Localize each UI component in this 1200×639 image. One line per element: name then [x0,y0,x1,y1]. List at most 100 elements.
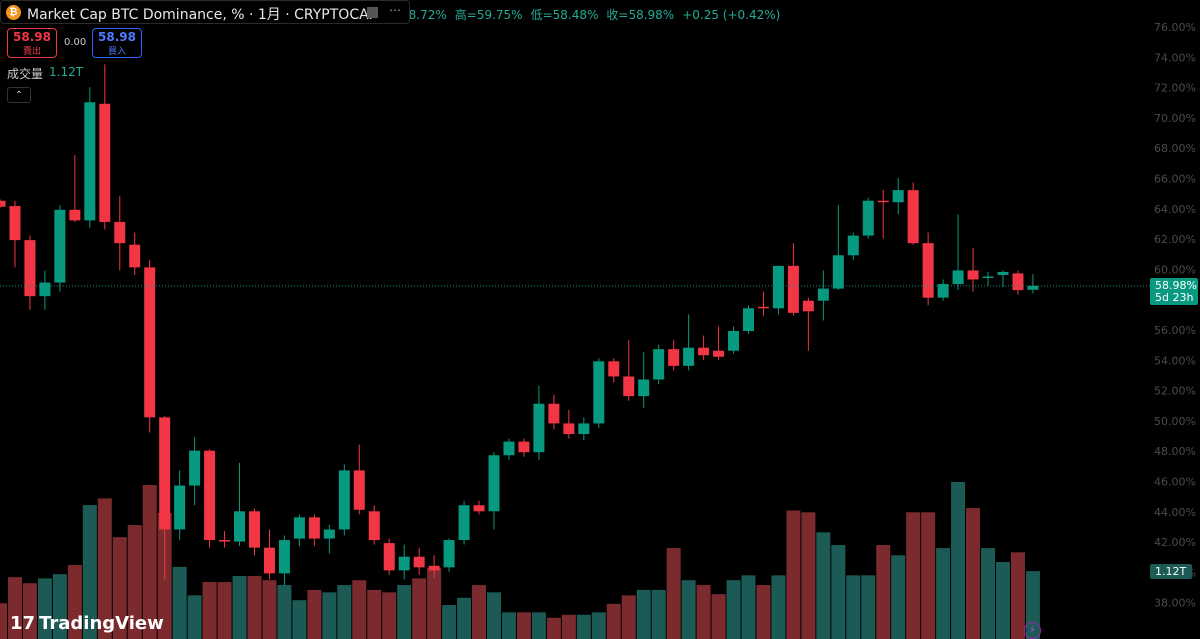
volume-bar [337,585,352,639]
volume-bar [681,580,696,639]
volume-bar [861,575,876,639]
volume-bar [726,580,741,639]
candle-body [967,270,979,280]
volume-bar [217,582,232,639]
volume-bar [97,498,112,639]
volume-bar [397,585,412,639]
candle-body [668,349,680,366]
sell-price: 58.98 [13,30,51,44]
candle-body [159,417,171,530]
candle-body [832,255,844,289]
candle-body [698,347,710,356]
collapse-button[interactable]: ⌃ [7,87,31,103]
candle-body [323,529,335,539]
volume-bar [696,585,711,639]
y-tick-label: 52.00% [1154,385,1196,398]
volume-bar [187,595,202,639]
y-tick-label: 48.00% [1154,445,1196,458]
candle-body [518,441,530,453]
y-tick-label: 44.00% [1154,506,1196,519]
flag-button[interactable] [367,7,378,18]
candle-body [204,450,216,541]
candle-body [293,517,305,539]
candle-body [0,200,6,207]
brand-logo[interactable]: 𝟭𝟳 TradingView [10,613,164,634]
candle-body [443,540,455,568]
ohlc-item: +0.25 (+0.42%) [682,8,781,22]
volume-bar [442,605,457,639]
candle-body [757,306,769,309]
candle-body [713,350,725,357]
volume-bar [966,508,981,639]
y-tick-label: 66.00% [1154,173,1196,186]
volume-bar [531,612,546,639]
volume-bar [921,512,936,639]
sell-label: 賣出 [22,47,41,57]
volume-bar [127,525,142,639]
brand-icon: 𝟭𝟳 [10,613,36,634]
candle-body [234,511,246,542]
volume-bar [951,482,966,639]
volume-bar [52,574,67,639]
bitcoin-icon: ₿ [6,5,21,20]
volume-bar [487,592,502,639]
y-tick-label: 38.00% [1154,597,1196,610]
candle-body [174,485,186,530]
volume-bar [322,592,337,639]
symbol-title: Market Cap BTC Dominance, % · 1月 · CRYPT… [27,7,378,23]
volume-bar [232,575,247,639]
y-tick-label: 42.00% [1154,536,1196,549]
volume-bar [1010,552,1025,639]
volume-bar [591,612,606,639]
candle-body [877,200,889,203]
sell-button[interactable]: 58.98 賣出 [7,28,57,58]
candle-body [189,450,201,486]
y-tick-label: 56.00% [1154,324,1196,337]
ohlc-item: 低=58.48% [530,8,599,22]
last-price-label: 58.98% [1155,279,1197,292]
volume-bar [651,589,666,639]
candle-body [308,517,320,539]
candle-body [263,547,275,574]
volume-bar [292,600,307,639]
ohlc-legend: 58.72% 高=59.75% 低=58.48% 收=58.98% +0.25 (+0.… [401,6,788,23]
volume-bar [82,505,97,639]
candle-body [578,423,590,435]
more-button[interactable]: ⋯ [389,3,401,17]
volume-bar [995,562,1010,639]
volume-bar [636,589,651,639]
candle-body [413,556,425,568]
candle-body [84,102,96,221]
candle-body [488,455,500,512]
candle-body [638,379,650,397]
candle-body [99,103,111,222]
volume-bar [307,589,322,639]
lightning-button[interactable]: ⚡ [1024,622,1041,639]
volume-bar [561,614,576,639]
candle-body [278,540,290,574]
last-price-tag: 58.98% 5d 23h [1150,278,1198,305]
candle-body [772,265,784,309]
y-tick-label: 76.00% [1154,21,1196,34]
volume-bar [472,585,487,639]
volume-bar [382,592,397,639]
candle-body [24,240,36,297]
volume-bar [666,548,681,639]
volume-bar [172,566,187,639]
volume-bar [142,485,157,639]
volume-bar [831,545,846,639]
volume-bar [546,617,561,639]
candle-body [922,243,934,298]
buy-price: 58.98 [98,30,136,44]
candle-body [623,376,635,397]
y-tick-label: 46.00% [1154,476,1196,489]
volume-bar [367,589,382,639]
buy-button[interactable]: 58.98 買入 [92,28,142,58]
volume-bar [801,512,816,639]
volume-bar [606,603,621,639]
candle-body [817,288,829,301]
candle-body [368,511,380,541]
candle-body [1012,273,1024,291]
y-tick-label: 68.00% [1154,142,1196,155]
